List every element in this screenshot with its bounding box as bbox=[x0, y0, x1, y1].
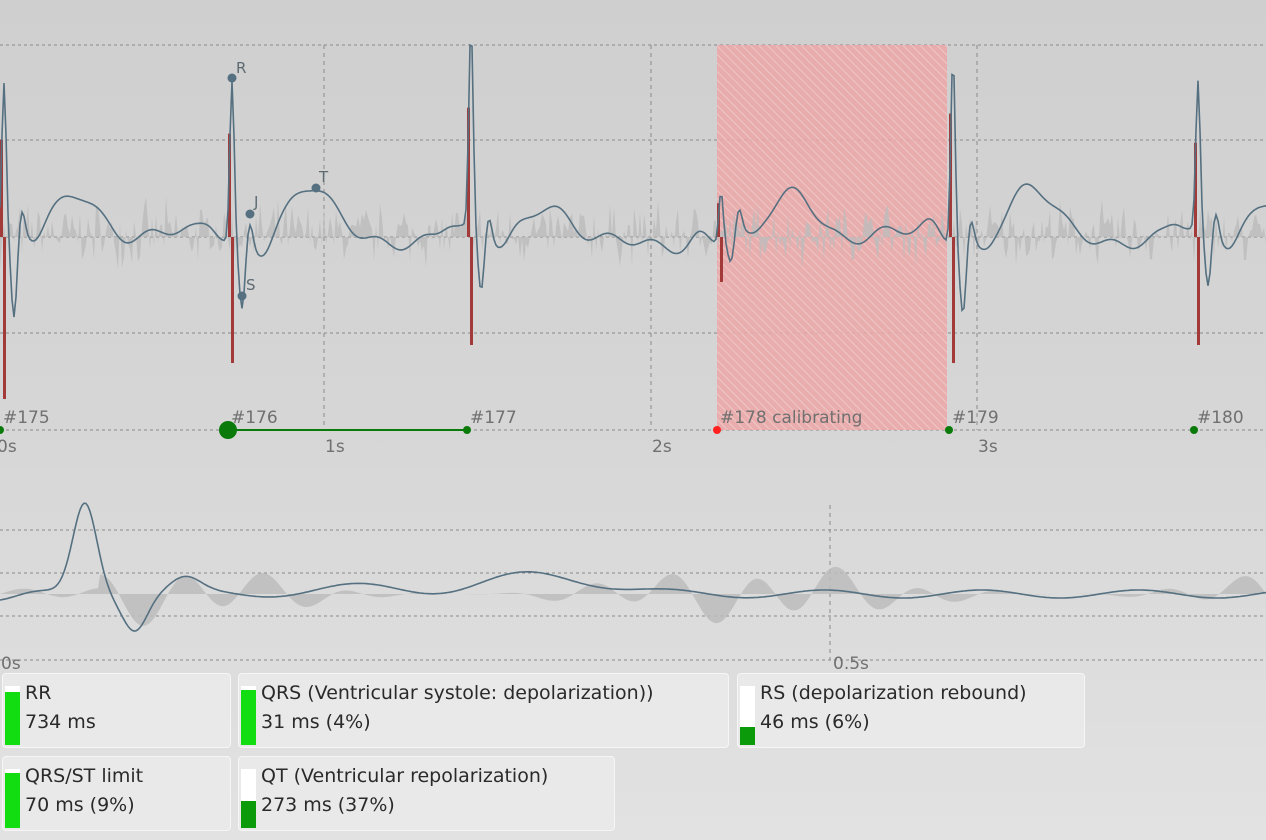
qrs-bar bbox=[3, 237, 6, 399]
time-tick: 3s bbox=[978, 437, 998, 457]
metric-card[interactable]: QRS (Ventricular systole: depolarization… bbox=[238, 673, 729, 748]
qrs-bar bbox=[1197, 237, 1200, 345]
beat-label: #177 bbox=[470, 408, 517, 428]
detail-raw-signal-area bbox=[0, 566, 1266, 626]
s-point-marker[interactable] bbox=[237, 291, 247, 301]
beat-label: #180 bbox=[1197, 408, 1244, 428]
metric-level-bar bbox=[241, 686, 256, 745]
time-tick: 0s bbox=[0, 437, 17, 457]
beat-marker[interactable] bbox=[713, 426, 721, 434]
qrs-bar bbox=[467, 107, 470, 238]
metric-title: RS (depolarization rebound) bbox=[760, 682, 1027, 704]
metric-title: QT (Ventricular repolarization) bbox=[261, 765, 549, 787]
metric-card[interactable]: QT (Ventricular repolarization) 273 ms (… bbox=[238, 756, 615, 831]
time-tick: 2s bbox=[652, 437, 672, 457]
metric-value: 31 ms (4%) bbox=[261, 711, 371, 733]
metric-card[interactable]: RR 734 ms bbox=[2, 673, 231, 748]
metric-title: QRS/ST limit bbox=[25, 765, 144, 787]
qrs-bar bbox=[952, 237, 955, 363]
detail-tick-0s: 0s bbox=[1, 654, 21, 674]
j-point-marker[interactable] bbox=[245, 209, 255, 219]
beat-label: #178 calibrating bbox=[720, 408, 862, 428]
metric-level-fill bbox=[241, 690, 256, 745]
metric-level-fill bbox=[5, 773, 20, 828]
metric-title: QRS (Ventricular systole: depolarization… bbox=[261, 682, 654, 704]
beat-label: #176 bbox=[231, 408, 278, 428]
ecg-trace bbox=[0, 43, 1266, 318]
metric-level-fill bbox=[740, 727, 755, 745]
beat-marker[interactable] bbox=[463, 426, 471, 434]
beat-label: #175 bbox=[3, 408, 50, 428]
wave-markers: R S J T bbox=[227, 59, 329, 301]
metric-value: 734 ms bbox=[25, 711, 96, 733]
r-point-marker[interactable] bbox=[227, 73, 237, 83]
qrs-bar bbox=[1194, 142, 1197, 237]
metric-level-fill bbox=[241, 801, 256, 828]
qrs-bar bbox=[231, 237, 234, 363]
beat-marker[interactable] bbox=[1190, 426, 1198, 434]
qrs-bar bbox=[720, 237, 723, 282]
s-label: S bbox=[246, 276, 256, 294]
metric-card[interactable]: RS (depolarization rebound) 46 ms (6%) bbox=[737, 673, 1085, 748]
beat-label: #179 bbox=[952, 408, 999, 428]
qrs-bar bbox=[470, 237, 473, 345]
t-point-marker[interactable] bbox=[311, 183, 321, 193]
beat-marker[interactable] bbox=[219, 421, 237, 439]
detail-ecg-trace bbox=[0, 502, 1266, 632]
metric-level-bar bbox=[241, 769, 256, 828]
calibrating-region bbox=[717, 45, 947, 430]
beat-marker[interactable] bbox=[0, 426, 4, 434]
r-label: R bbox=[236, 59, 246, 77]
metric-card[interactable]: QRS/ST limit 70 ms (9%) bbox=[2, 756, 231, 831]
metric-level-bar bbox=[5, 686, 20, 745]
metric-value: 273 ms (37%) bbox=[261, 794, 395, 816]
qrs-bars bbox=[0, 107, 1200, 399]
metric-value: 46 ms (6%) bbox=[760, 711, 870, 733]
j-label: J bbox=[253, 193, 258, 211]
raw-signal-area bbox=[0, 195, 1266, 270]
t-label: T bbox=[318, 168, 329, 186]
metric-level-bar bbox=[5, 769, 20, 828]
metric-value: 70 ms (9%) bbox=[25, 794, 135, 816]
time-tick: 1s bbox=[325, 437, 345, 457]
metric-level-fill bbox=[5, 691, 20, 745]
detail-tick-0.5s: 0.5s bbox=[833, 654, 869, 674]
ecg-main-chart[interactable]: R S J T #175 #176 #177 #178 calibrating #179… bbox=[0, 0, 1266, 470]
qrs-bar bbox=[228, 133, 231, 237]
beat-marker[interactable] bbox=[945, 426, 953, 434]
metric-level-bar bbox=[740, 686, 755, 745]
qrs-bar bbox=[0, 139, 3, 237]
metric-title: RR bbox=[25, 682, 52, 704]
